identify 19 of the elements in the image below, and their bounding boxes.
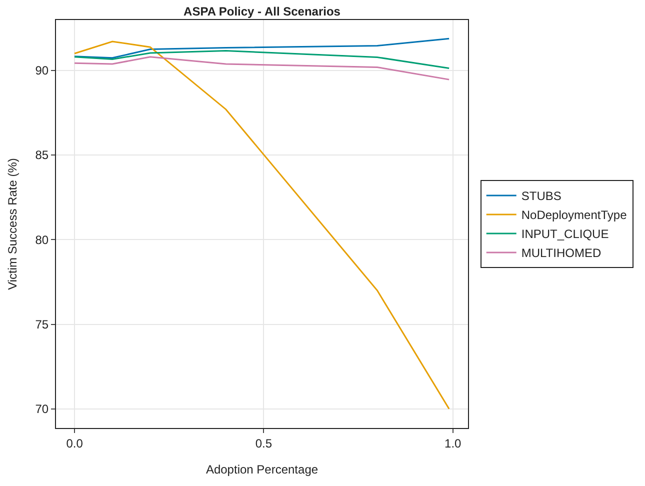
x-tick-label: 1.0 [444,436,462,450]
y-tick-label: 80 [35,232,49,247]
line-series [74,40,450,410]
x-tick-label: 0.0 [66,436,84,450]
x-axis-title: Adoption Percentage [206,462,318,476]
line-series [74,56,450,80]
legend-label: MULTIHOMED [521,246,602,260]
y-tick-label: 75 [35,317,49,332]
line-series [74,50,450,69]
legend-label: INPUT_CLIQUE [521,227,609,242]
y-tick-label: 70 [35,402,49,416]
line-series [74,38,450,59]
x-tick-label: 0.5 [255,436,272,450]
y-tick-label: 85 [35,148,49,162]
legend-label: STUBS [521,189,562,204]
legend-label: NoDeploymentType [521,208,628,222]
chart-title: ASPA Policy - All Scenarios [184,4,341,19]
y-tick-label: 90 [35,64,49,78]
y-axis-title: Victim Success Rate (%) [6,158,20,290]
